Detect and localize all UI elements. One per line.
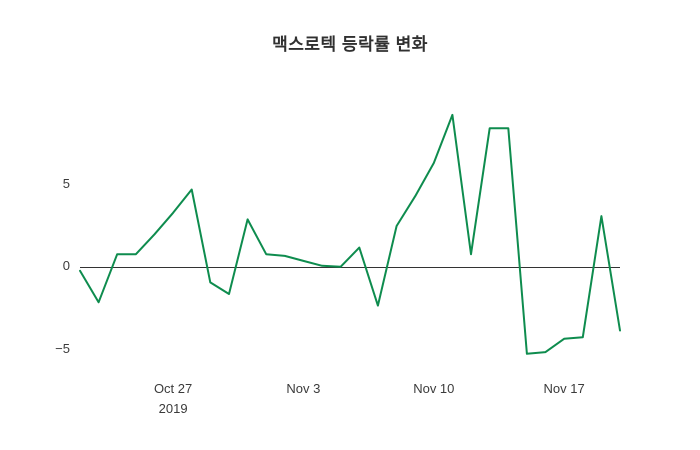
x-tick-label: Oct 27 2019 xyxy=(153,381,193,416)
y-tick-label: 5 xyxy=(62,175,70,191)
y-tick-label: −5 xyxy=(55,341,70,357)
chart-title: 맥스로텍 등락률 변화 xyxy=(272,35,428,54)
x-tick-label: Nov 17 xyxy=(543,381,585,396)
x-tick-label: Nov 3 xyxy=(286,381,321,396)
x-tick-label: Nov 10 xyxy=(413,381,455,396)
y-tick-label: 0 xyxy=(62,258,70,274)
series-line xyxy=(79,113,621,355)
